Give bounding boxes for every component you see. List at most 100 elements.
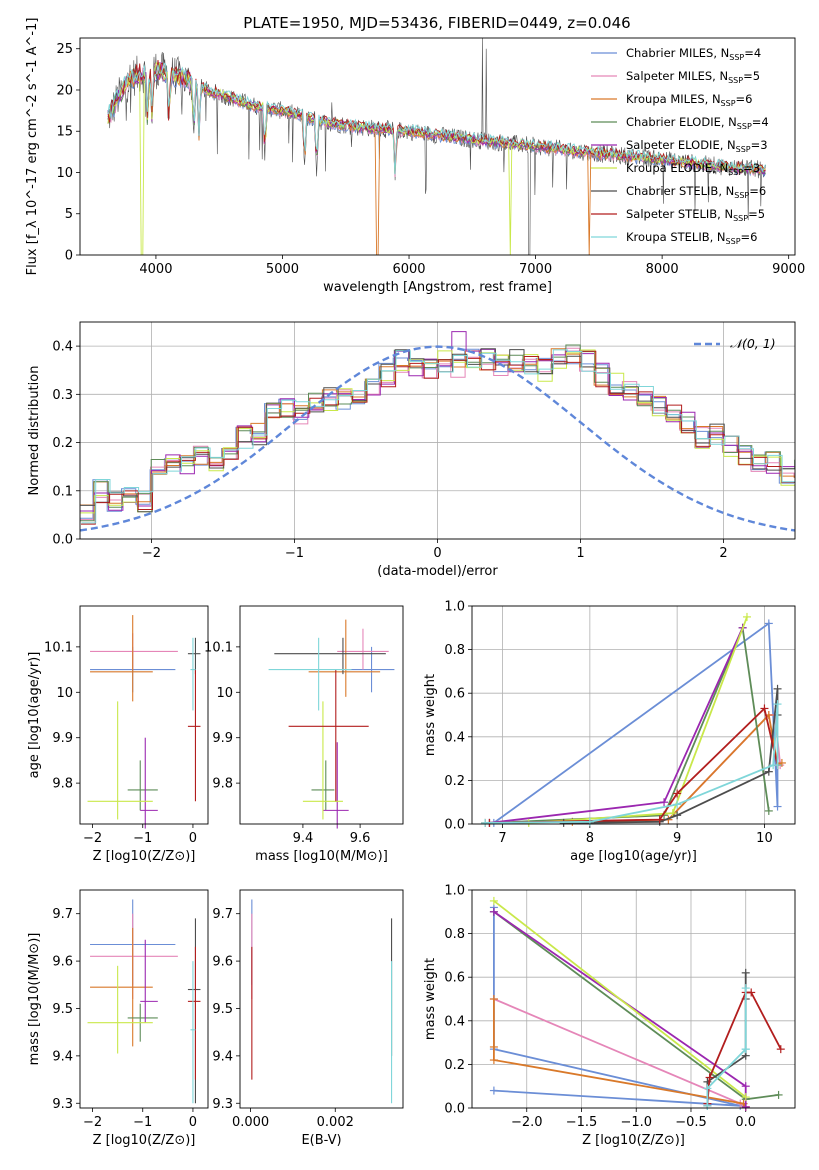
legend-entry-subscript: SSP	[726, 237, 741, 246]
y-tick-label: 0.2	[444, 1058, 465, 1073]
y-tick-label: 9.3	[52, 1097, 73, 1112]
weight-line-5	[528, 616, 748, 824]
x-tick-label: −0.5	[675, 1115, 707, 1130]
y-tick-label: 0.3	[52, 388, 73, 403]
legend-entry-suffix: =4	[752, 115, 769, 129]
legend-entry-suffix: =4	[744, 46, 761, 60]
legend-entry-normal: 𝒩(0, 1)	[730, 336, 776, 351]
y-tick-label: 10.1	[204, 640, 233, 655]
y-tick-label: 10	[216, 686, 233, 701]
axes-frame	[79, 37, 796, 256]
axes-spectrum: 4000 5000 6000 7000 8000 9000 0 5 10 15 20 25 wavele…	[25, 18, 805, 295]
y-tick-label: 9.5	[52, 1002, 73, 1017]
legend-entry-1: Salpeter MILES, NSSP=5	[626, 69, 760, 85]
legend-entry-prefix: Chabrier ELODIE, N	[626, 115, 737, 129]
y-tick-label: 0.8	[444, 927, 465, 942]
plots-layer: 4000 5000 6000 7000 8000 90000510152025wavele…	[25, 18, 805, 1148]
x-tick-label: 7	[498, 831, 506, 846]
y-tick-label: 10	[56, 686, 73, 701]
figure-title: PLATE=1950, MJD=53436, FIBERID=0449, z=0…	[243, 14, 630, 32]
legend-entry-6: Chabrier STELIB, NSSP=6	[626, 184, 766, 200]
x-tick-label: 0.002	[317, 1115, 354, 1130]
legend-entry-subscript: SSP	[729, 53, 744, 62]
x-tick-label: −1	[133, 1115, 152, 1130]
y-tick-label: 0.2	[52, 436, 73, 451]
y-tick-label: 9.7	[212, 907, 233, 922]
errorbars	[87, 899, 201, 1104]
y-axis-label: age [log10(age/yr)]	[27, 652, 42, 779]
legend-entry-subscript: SSP	[721, 99, 736, 108]
x-axis-label: Z [log10(Z/Z⊙)]	[93, 849, 196, 864]
weight-line-8	[485, 704, 779, 824]
x-tick-label: 5000	[266, 262, 299, 277]
axes-frame	[239, 889, 404, 1109]
y-tick-label: 9.6	[212, 955, 233, 970]
x-axis-label: age [log10(age/yr)]	[570, 849, 697, 864]
x-tick-label: 8000	[646, 262, 679, 277]
x-tick-label: −2.0	[511, 1115, 543, 1130]
axes-frame	[79, 889, 209, 1109]
x-tick-label: −2	[142, 546, 161, 561]
y-tick-label: 10	[56, 166, 73, 181]
histogram-series-8	[81, 349, 795, 524]
legend-entry-prefix: Kroupa STELIB, N	[626, 230, 726, 244]
y-tick-label: 0.0	[444, 818, 465, 833]
axes-frame	[471, 889, 796, 1109]
axes-frame	[79, 321, 796, 540]
x-tick-label: 10	[756, 831, 773, 846]
legend-entry-prefix: Salpeter ELODIE, N	[626, 138, 736, 152]
histogram-series-5	[80, 349, 795, 514]
weight-lines	[489, 896, 785, 1111]
y-tick-label: 9.9	[52, 731, 73, 746]
y-tick-label: 5	[65, 207, 73, 222]
legend-entry-suffix: =6	[736, 92, 753, 106]
axes-mass_vs_ebv: 0.000 0.002 9.3 9.4 9.5 9.6 9.7 E(B-V)	[212, 889, 404, 1148]
legend-entry-prefix: Kroupa MILES, N	[626, 92, 721, 106]
y-tick-label: 9.6	[52, 955, 73, 970]
axes-frame	[471, 605, 796, 825]
weight-line-0	[493, 621, 779, 824]
y-tick-label: 9.4	[52, 1049, 73, 1064]
y-tick-label: 0.6	[444, 687, 465, 702]
x-tick-label: 0	[189, 1115, 197, 1130]
y-tick-label: 0.0	[444, 1102, 465, 1117]
legend-entry-2: Kroupa MILES, NSSP=6	[626, 92, 752, 108]
x-tick-label: 9.6	[350, 831, 371, 846]
x-axis-label: mass [log10(M/M⊙)]	[255, 849, 388, 864]
y-tick-label: 9.8	[52, 777, 73, 792]
y-tick-label: 0	[65, 249, 73, 264]
axes-age_vs_Z: −2 −1 0 9.8 9.9 10 10.1 Z [log10(Z/Z⊙)] age [log…	[27, 605, 209, 864]
x-tick-label: 6000	[392, 262, 425, 277]
x-axis-label: E(B-V)	[301, 1133, 341, 1148]
errorbars	[87, 615, 201, 829]
x-tick-label: 9.4	[293, 831, 314, 846]
y-axis-label: Flux [f_λ 10^-17 erg cm^-2 s^-1 A^-1]	[25, 18, 40, 276]
legend-entry-subscript: SSP	[734, 191, 749, 200]
x-axis-label: (data-model)/error	[377, 564, 498, 579]
y-tick-label: 0.8	[444, 643, 465, 658]
legend-entry-5: Kroupa ELODIE, NSSP=3	[626, 161, 760, 177]
weight-line-5	[493, 900, 747, 1098]
x-tick-label: −1	[285, 546, 304, 561]
y-axis-label: mass weight	[423, 674, 438, 756]
legend-entry-prefix: Salpeter STELIB, N	[626, 207, 733, 221]
y-tick-label: 9.3	[212, 1097, 233, 1112]
y-tick-label: 0.1	[52, 484, 73, 499]
legend-entry-7: Salpeter STELIB, NSSP=5	[626, 207, 765, 223]
y-axis-label: mass [log10(M/M⊙)]	[27, 933, 42, 1066]
y-tick-label: 9.7	[52, 907, 73, 922]
spectrum-line-8	[107, 62, 766, 175]
y-tick-label: 1.0	[444, 884, 465, 899]
y-tick-label: 9.5	[212, 1002, 233, 1017]
x-tick-label: −1.0	[620, 1115, 652, 1130]
legend-entry-suffix: =5	[743, 69, 760, 83]
x-tick-label: 0.000	[232, 1115, 269, 1130]
y-tick-label: 0.4	[444, 730, 465, 745]
legend-entry-8: Kroupa STELIB, NSSP=6	[626, 230, 757, 246]
legend-entry-suffix: =6	[749, 184, 766, 198]
x-tick-label: 1	[576, 546, 584, 561]
legend-entry-4: Salpeter ELODIE, NSSP=3	[626, 138, 768, 154]
axes-frame	[239, 605, 404, 825]
x-tick-label: 7000	[519, 262, 552, 277]
